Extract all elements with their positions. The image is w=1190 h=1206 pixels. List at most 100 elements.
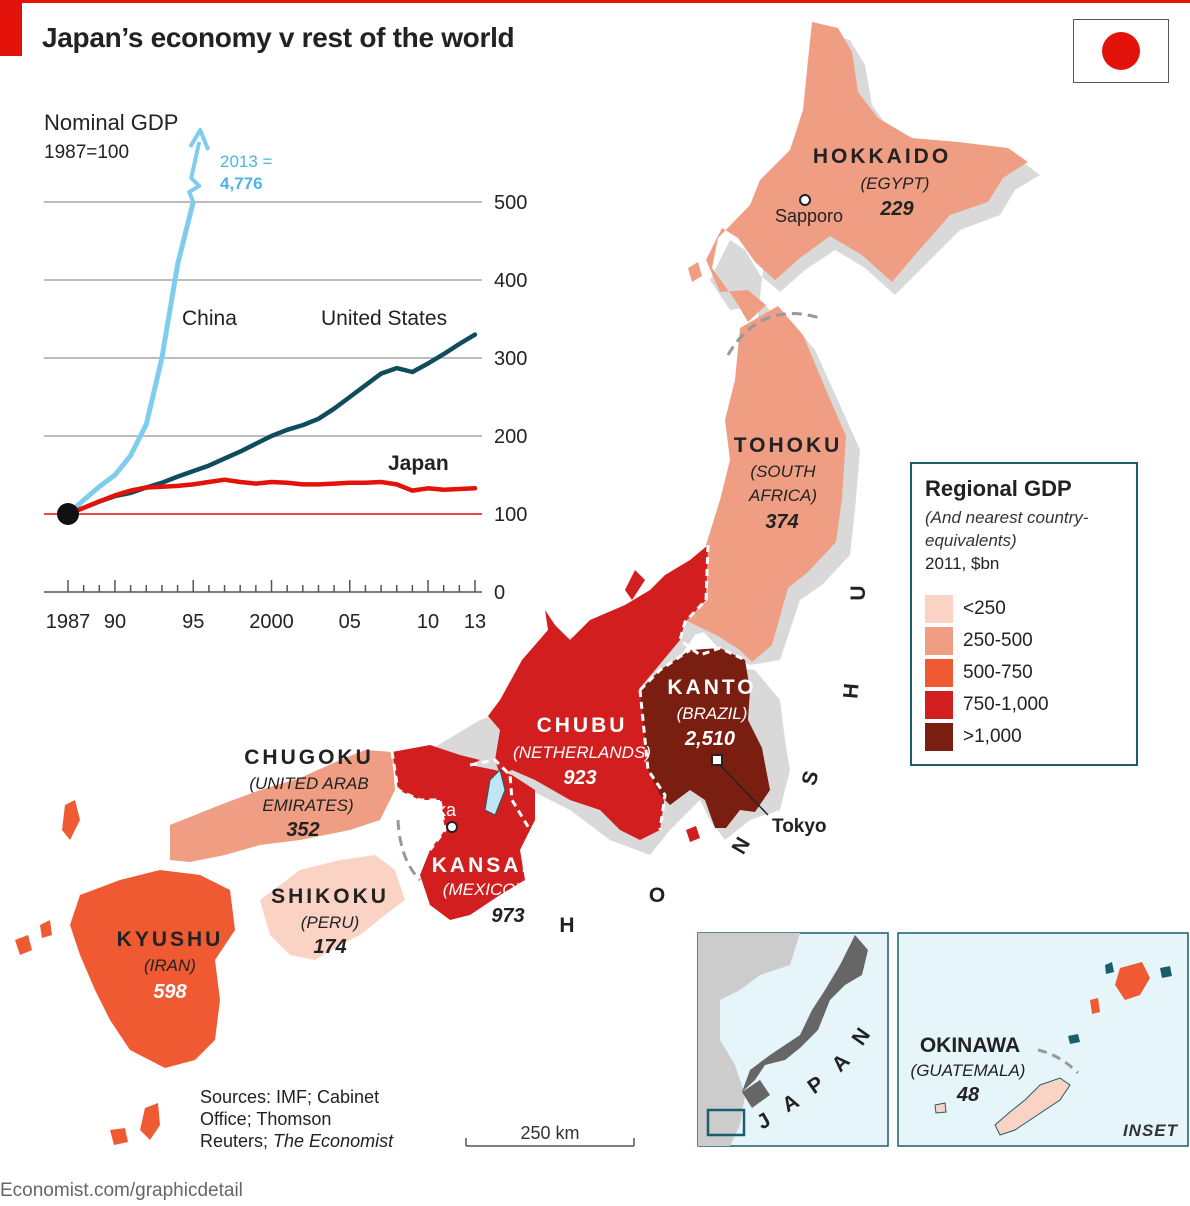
legend-swatch (925, 595, 953, 623)
series-line-united-states (65, 332, 478, 517)
region-name: CHUGOKU (244, 746, 374, 769)
legend-label: 250-500 (963, 630, 1033, 651)
top-rule (0, 0, 1190, 3)
region-country: (PERU) (301, 913, 360, 932)
honshu-letter: O (649, 884, 665, 907)
label-shikoku: SHIKOKU (PERU) 174 (271, 885, 386, 958)
x-tick-label: 10 (417, 611, 439, 633)
label-chugoku: CHUGOKU (UNITED ARAB EMIRATES) 352 (244, 746, 374, 841)
region-country: (EGYPT) (861, 174, 930, 193)
region-value: 174 (313, 936, 346, 958)
y-tick-label: 200 (494, 426, 527, 448)
chart-gridlines (44, 201, 482, 515)
series-label-china: China (182, 307, 237, 330)
honshu-letter: H (839, 682, 863, 699)
sources-line3-italic: The Economist (273, 1131, 394, 1151)
region-kyushu (70, 870, 235, 1068)
china-break-arrow (187, 141, 202, 203)
honshu-letter: H (559, 914, 574, 937)
label-tohoku: TOHOKU (SOUTH AFRICA) 374 (734, 434, 840, 533)
region-country-line2: AFRICA) (748, 486, 817, 505)
okinawa-value: 48 (956, 1084, 980, 1106)
okinawa-name: OKINAWA (920, 1034, 1020, 1057)
chart-series-labels: China United States Japan (182, 307, 449, 475)
region-country: (MEXICO) (443, 880, 521, 899)
region-name: KANSAI (432, 854, 531, 877)
region-value: 923 (563, 767, 596, 789)
region-value: 973 (491, 905, 524, 927)
separator-lines (396, 312, 821, 882)
x-tick-label: 1987 (46, 611, 91, 633)
legend: Regional GDP (And nearest country-equiva… (910, 462, 1138, 766)
city-labels: Sapporo Osaka Tokyo (404, 206, 843, 837)
map-regions (15, 22, 1028, 1145)
chart-y-tick-labels: 0 100 200 300 400 500 (494, 192, 527, 604)
y-tick-label: 400 (494, 270, 527, 292)
label-kansai: KANSAI (MEXICO) 973 (432, 854, 531, 927)
tokyo-leader-line (719, 764, 769, 816)
region-name: CHUBU (537, 714, 628, 737)
economist-red-tab (0, 0, 22, 56)
region-value: 352 (286, 819, 319, 841)
tokyo-marker (711, 754, 723, 766)
chart-series (57, 128, 478, 525)
region-kansai (420, 765, 535, 920)
x-tick-label: 2000 (249, 611, 294, 633)
region-value: 374 (765, 511, 798, 533)
region-country: (NETHERLANDS) (513, 743, 651, 762)
region-country-line2: EMIRATES) (262, 796, 353, 815)
y-tick-label: 500 (494, 192, 527, 214)
chart-subtitle: 1987=100 (44, 142, 130, 163)
sources-note: Sources: IMF; Cabinet Office; Thomson Re… (200, 1086, 460, 1152)
x-tick-label: 95 (182, 611, 204, 633)
legend-subtitle: (And nearest country-equivalents) (925, 508, 1089, 550)
nominal-gdp-chart: 0 100 200 300 400 500 1987 90 95 2000 05 10 13 Chin… (44, 128, 527, 633)
region-shikoku (260, 855, 405, 960)
honshu-letter: N (728, 833, 756, 858)
region-value: 229 (879, 198, 914, 220)
legend-label: >1,000 (963, 726, 1022, 747)
x-tick-label: 90 (104, 611, 126, 633)
legend-swatch (925, 627, 953, 655)
y-tick-label: 100 (494, 504, 527, 526)
page-title: Japan’s economy v rest of the world (42, 22, 515, 53)
legend-item: 750-1,000 (925, 691, 1125, 719)
legend-unit: 2011, $bn (925, 554, 1000, 573)
region-value: 598 (153, 981, 187, 1003)
legend-swatch (925, 659, 953, 687)
osaka-marker (446, 821, 458, 833)
region-country-line1: (SOUTH (750, 462, 816, 481)
region-chugoku (170, 750, 395, 862)
x-tick-label: 05 (339, 611, 361, 633)
china-arrowhead (188, 128, 211, 151)
legend-label: <250 (963, 598, 1006, 619)
region-name: HOKKAIDO (813, 145, 951, 168)
region-hokkaido (706, 22, 1028, 322)
city-markers (446, 194, 811, 833)
okinawa-country: (GUATEMALA) (911, 1061, 1026, 1080)
honshu-letter: S (798, 768, 824, 787)
legend-swatch (925, 723, 953, 751)
label-kyushu: KYUSHU (IRAN) 598 (117, 928, 221, 1003)
index-base-point (57, 503, 79, 525)
locator-map: J A P A N (697, 932, 889, 1147)
chart-title: Nominal GDP (44, 110, 179, 135)
inset-label: INSET (1123, 1121, 1179, 1140)
okinawa-inset: OKINAWA (GUATEMALA) 48 INSET (897, 932, 1189, 1147)
y-tick-label: 300 (494, 348, 527, 370)
sapporo-label: Sapporo (775, 206, 843, 226)
sources-line2: Office; Thomson (200, 1109, 332, 1129)
china-annotation-line1: 2013 = (220, 152, 273, 171)
legend-item: <250 (925, 595, 1125, 623)
china-annotation-line2: 4,776 (220, 174, 263, 193)
legend-item: 250-500 (925, 627, 1125, 655)
region-chubu (488, 545, 708, 840)
series-label-united-states: United States (321, 307, 447, 330)
region-tohoku (685, 306, 846, 662)
legend-label: 750-1,000 (963, 694, 1049, 715)
label-hokkaido: HOKKAIDO (EGYPT) 229 (813, 145, 951, 220)
y-tick-label: 0 (494, 582, 505, 604)
legend-label: 500-750 (963, 662, 1033, 683)
series-label-japan: Japan (388, 452, 449, 475)
